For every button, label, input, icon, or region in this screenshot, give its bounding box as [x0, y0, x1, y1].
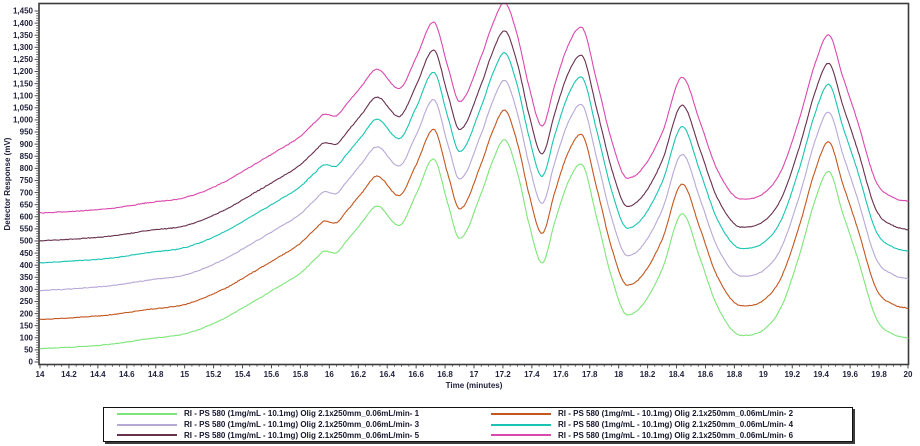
legend-label-5: RI - PS 580 (1mg/mL - 10.1mg) Olig 2.1x2…	[184, 430, 420, 440]
legend-label-4: RI - PS 580 (1mg/mL - 10.1mg) Olig 2.1x2…	[558, 420, 794, 429]
x-tick-label: 19.4	[813, 370, 829, 379]
y-tick-label: 100	[20, 333, 34, 342]
x-tick-label: 14.2	[61, 370, 77, 379]
y-tick-label: 200	[20, 309, 34, 318]
x-tick-label: 17.4	[524, 370, 540, 379]
x-tick-label: 17.8	[582, 370, 598, 379]
x-tick-label: 15.6	[264, 370, 280, 379]
legend-item-series-4[interactable]: RI - PS 580 (1mg/mL - 10.1mg) Olig 2.1x2…	[478, 420, 852, 430]
x-tick-label: 14	[36, 370, 45, 379]
y-tick-label: 1,100	[13, 91, 34, 100]
x-tick-label: 15.4	[235, 370, 251, 379]
y-tick-label: 1,150	[13, 79, 34, 88]
legend-item-series-3[interactable]: RI - PS 580 (1mg/mL - 10.1mg) Olig 2.1x2…	[104, 420, 478, 430]
chromatogram-plot: 14 14.2 14.4 14.6 14.8 15 15.2 15.4 15.6 15.8 16 16…	[13, 2, 913, 379]
y-tick-label: 150	[20, 321, 34, 330]
trace-series-2	[39, 109, 909, 321]
y-tick-label: 550	[20, 225, 34, 234]
y-tick-label: 300	[20, 285, 34, 294]
x-tick-label: 19	[759, 370, 768, 379]
y-tick-label: 750	[20, 176, 34, 185]
y-tick-label: 1,350	[13, 31, 34, 40]
legend: RI - PS 580 (1mg/mL - 10.1mg) Olig 2.1x2…	[103, 407, 853, 442]
legend-swatch-line-1	[117, 412, 177, 415]
legend-label-3: RI - PS 580 (1mg/mL - 10.1mg) Olig 2.1x2…	[184, 420, 420, 429]
legend-item-series-6[interactable]: RI - PS 580 (1mg/mL - 10.1mg) Olig 2.1x2…	[478, 430, 852, 440]
trace-series-1	[39, 139, 909, 350]
legend-label-2: RI - PS 580 (1mg/mL - 10.1mg) Olig 2.1x2…	[558, 409, 794, 419]
y-tick-label: 1,400	[13, 19, 34, 28]
x-tick-label: 14.8	[148, 370, 164, 379]
legend-swatch-line-5	[117, 434, 177, 437]
x-tick-label: 15	[180, 370, 189, 379]
y-tick-label: 500	[20, 237, 34, 246]
legend-item-series-2[interactable]: RI - PS 580 (1mg/mL - 10.1mg) Olig 2.1x2…	[478, 409, 852, 419]
y-tick-label: 1,300	[13, 43, 34, 52]
legend-item-series-1[interactable]: RI - PS 580 (1mg/mL - 10.1mg) Olig 2.1x2…	[104, 409, 478, 419]
y-tick-label: 900	[20, 140, 34, 149]
legend-label-6: RI - PS 580 (1mg/mL - 10.1mg) Olig 2.1x2…	[558, 430, 794, 440]
legend-label-1: RI - PS 580 (1mg/mL - 10.1mg) Olig 2.1x2…	[184, 409, 420, 419]
y-tick-label: 250	[20, 297, 34, 306]
x-tick-label: 16	[325, 370, 334, 379]
x-tick-label: 18.8	[727, 370, 743, 379]
y-tick-label: 700	[20, 188, 34, 197]
y-tick-label: 400	[20, 261, 34, 270]
trace-series-6	[39, 4, 909, 214]
x-tick-label: 17.6	[553, 370, 569, 379]
x-tick-label: 18	[614, 370, 623, 379]
legend-swatch-line-3	[117, 423, 177, 426]
y-tick-label: 650	[20, 200, 34, 209]
y-tick-label: 0	[29, 358, 34, 367]
y-tick-label: 1,250	[13, 55, 34, 64]
y-axis-label: Detector Response (mV)	[3, 137, 12, 231]
x-tick-label: 19.2	[784, 370, 800, 379]
y-tick-label: 950	[20, 128, 34, 137]
x-tick-label: 16.2	[350, 370, 366, 379]
x-axis-label: Time (minutes)	[445, 381, 503, 390]
y-tick-label: 50	[24, 346, 33, 355]
legend-swatch-line-2	[491, 412, 551, 415]
x-tick-label: 18.6	[698, 370, 714, 379]
y-tick-label: 850	[20, 152, 34, 161]
x-tick-label: 15.2	[206, 370, 222, 379]
legend-item-series-5[interactable]: RI - PS 580 (1mg/mL - 10.1mg) Olig 2.1x2…	[104, 430, 478, 440]
x-tick-label: 18.4	[669, 370, 685, 379]
y-tick-label: 1,050	[13, 104, 34, 113]
x-tick-label: 15.8	[293, 370, 309, 379]
legend-swatch-line-6	[491, 434, 551, 437]
y-tick-label: 1,450	[13, 7, 34, 16]
x-tick-label: 16.6	[408, 370, 424, 379]
x-tick-label: 20	[904, 370, 913, 379]
x-tick-label: 17	[470, 370, 479, 379]
legend-swatch-line-4	[491, 423, 551, 426]
y-tick-label: 450	[20, 249, 34, 258]
traces-group	[39, 4, 909, 350]
trace-series-5	[39, 30, 909, 242]
y-tick-label: 800	[20, 164, 34, 173]
x-tick-label: 16.4	[379, 370, 395, 379]
y-tick-label: 600	[20, 212, 34, 221]
x-tick-label: 14.4	[90, 370, 106, 379]
trace-series-3	[39, 79, 909, 292]
y-tick-label: 1,200	[13, 67, 34, 76]
x-tick-label: 19.8	[871, 370, 887, 379]
x-tick-label: 14.6	[119, 370, 135, 379]
y-tick-label: 350	[20, 273, 34, 282]
x-tick-label: 16.8	[437, 370, 453, 379]
trace-series-4	[39, 51, 909, 264]
x-tick-label: 18.2	[640, 370, 656, 379]
x-tick-label: 17.2	[495, 370, 511, 379]
x-tick-label: 19.6	[842, 370, 858, 379]
y-tick-label: 1,000	[13, 116, 34, 125]
